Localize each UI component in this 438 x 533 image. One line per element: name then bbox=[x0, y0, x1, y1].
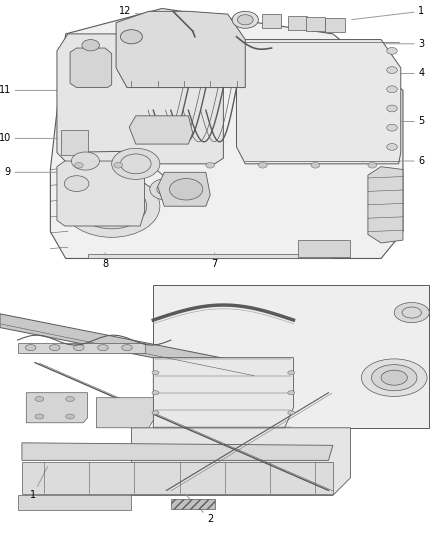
Circle shape bbox=[258, 163, 267, 168]
Text: 1: 1 bbox=[352, 6, 424, 20]
Polygon shape bbox=[57, 34, 223, 164]
Polygon shape bbox=[158, 172, 210, 206]
Polygon shape bbox=[22, 443, 333, 461]
Text: 8: 8 bbox=[102, 253, 108, 269]
Circle shape bbox=[402, 307, 421, 318]
Polygon shape bbox=[368, 167, 403, 243]
Circle shape bbox=[387, 143, 397, 150]
Circle shape bbox=[288, 411, 295, 415]
Polygon shape bbox=[131, 428, 350, 496]
Text: 12: 12 bbox=[119, 6, 170, 20]
Text: 2: 2 bbox=[185, 494, 213, 524]
Circle shape bbox=[64, 175, 160, 237]
Circle shape bbox=[387, 47, 397, 54]
Text: 10: 10 bbox=[0, 133, 62, 143]
Bar bbox=[171, 499, 215, 509]
Circle shape bbox=[368, 163, 377, 168]
Circle shape bbox=[394, 303, 429, 322]
Text: 11: 11 bbox=[0, 85, 73, 95]
Circle shape bbox=[152, 411, 159, 415]
Circle shape bbox=[35, 414, 44, 419]
Bar bbox=[262, 14, 281, 28]
Text: 4: 4 bbox=[396, 68, 424, 78]
Circle shape bbox=[114, 163, 123, 168]
Circle shape bbox=[288, 391, 295, 395]
Polygon shape bbox=[18, 496, 131, 511]
Polygon shape bbox=[116, 11, 245, 87]
Circle shape bbox=[387, 67, 397, 74]
Circle shape bbox=[387, 86, 397, 93]
Bar bbox=[298, 240, 350, 257]
Polygon shape bbox=[129, 116, 193, 144]
Text: 5: 5 bbox=[382, 117, 424, 126]
Circle shape bbox=[150, 179, 183, 200]
Circle shape bbox=[232, 11, 258, 28]
Polygon shape bbox=[153, 358, 293, 428]
Circle shape bbox=[74, 163, 83, 168]
Circle shape bbox=[170, 179, 203, 200]
Circle shape bbox=[101, 199, 123, 213]
Circle shape bbox=[387, 124, 397, 131]
Circle shape bbox=[152, 370, 159, 375]
Circle shape bbox=[112, 148, 160, 180]
Polygon shape bbox=[0, 314, 258, 378]
Circle shape bbox=[157, 183, 176, 196]
Circle shape bbox=[206, 163, 215, 168]
Text: 9: 9 bbox=[5, 167, 69, 177]
Polygon shape bbox=[26, 393, 88, 423]
Circle shape bbox=[77, 183, 147, 229]
Circle shape bbox=[288, 370, 295, 375]
Bar bbox=[288, 15, 307, 30]
Circle shape bbox=[66, 414, 74, 419]
Circle shape bbox=[311, 163, 320, 168]
Bar bbox=[306, 17, 325, 31]
Circle shape bbox=[152, 391, 159, 395]
Circle shape bbox=[387, 105, 397, 112]
Circle shape bbox=[122, 345, 132, 351]
Circle shape bbox=[371, 365, 417, 391]
Circle shape bbox=[74, 345, 84, 351]
Text: 3: 3 bbox=[376, 39, 424, 49]
Circle shape bbox=[66, 397, 74, 401]
Circle shape bbox=[120, 30, 142, 44]
Circle shape bbox=[90, 192, 134, 220]
Bar bbox=[61, 130, 88, 156]
Polygon shape bbox=[70, 48, 112, 87]
Circle shape bbox=[71, 152, 99, 170]
Polygon shape bbox=[237, 39, 401, 164]
Circle shape bbox=[82, 39, 99, 51]
Text: 6: 6 bbox=[360, 156, 424, 166]
Circle shape bbox=[120, 154, 151, 174]
Bar bbox=[18, 343, 145, 353]
Polygon shape bbox=[57, 161, 145, 226]
Circle shape bbox=[381, 370, 407, 385]
Circle shape bbox=[98, 345, 108, 351]
Polygon shape bbox=[88, 254, 333, 259]
Polygon shape bbox=[22, 462, 333, 494]
Polygon shape bbox=[153, 285, 429, 428]
Circle shape bbox=[25, 345, 36, 351]
Circle shape bbox=[64, 176, 89, 191]
Polygon shape bbox=[50, 9, 403, 259]
Circle shape bbox=[361, 359, 427, 397]
Circle shape bbox=[49, 345, 60, 351]
Circle shape bbox=[35, 397, 44, 401]
Circle shape bbox=[237, 15, 253, 25]
Polygon shape bbox=[96, 398, 153, 428]
Text: 1: 1 bbox=[30, 466, 48, 500]
Text: 7: 7 bbox=[212, 253, 218, 269]
Bar bbox=[325, 18, 345, 33]
